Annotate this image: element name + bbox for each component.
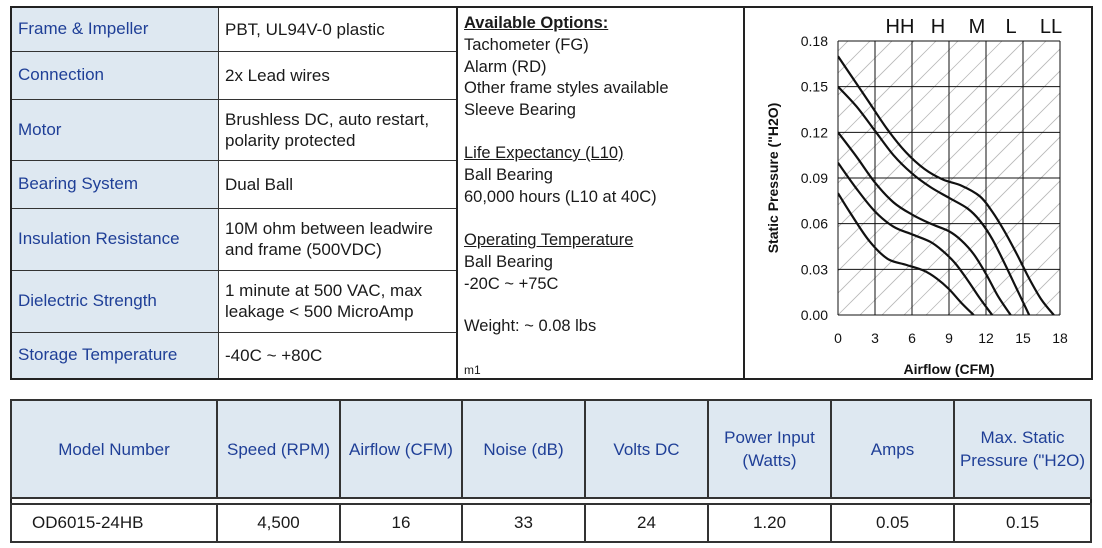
series-line bbox=[838, 192, 975, 315]
life-expectancy-heading: Life Expectancy (L10) bbox=[464, 144, 624, 162]
temp-item: -20C ~ +75C bbox=[464, 275, 559, 293]
option-item: Tachometer (FG) bbox=[464, 36, 589, 54]
x-axis-label: Airflow (CFM) bbox=[904, 361, 995, 377]
x-tick-label: 6 bbox=[908, 330, 916, 346]
header-max-static-pressure: Max. Static Pressure ("H2O) bbox=[953, 399, 1092, 499]
table-row: OD6015-24HB 4,500 16 33 24 1.20 0.05 0.1… bbox=[10, 503, 1092, 543]
spec-value: Brushless DC, auto restart, polarity pro… bbox=[218, 98, 458, 161]
y-tick-label: 0.09 bbox=[801, 170, 828, 186]
pressure-airflow-chart: 0.000.030.060.090.120.150.18 0 3 6 9 12 15 18 … bbox=[765, 16, 1091, 377]
available-options-heading: Available Options: bbox=[464, 14, 609, 32]
cell-noise: 33 bbox=[461, 503, 586, 543]
spec-value-line: polarity protected bbox=[225, 130, 356, 150]
series-line bbox=[838, 85, 1031, 315]
spec-label: Frame & Impeller bbox=[10, 6, 219, 52]
weight-text: Weight: ~ 0.08 lbs bbox=[464, 317, 597, 335]
spec-value: 2x Lead wires bbox=[218, 50, 458, 100]
y-axis-ticks: 0.00 0.03 0.06 0.09 0.12 0.15 0.18 bbox=[801, 33, 828, 323]
x-tick-label: 3 bbox=[871, 330, 879, 346]
speed-label: LL bbox=[1040, 16, 1062, 38]
cell-volts: 24 bbox=[584, 503, 709, 543]
spec-label: Connection bbox=[10, 50, 219, 100]
series-line bbox=[838, 131, 1012, 315]
header-amps: Amps bbox=[830, 399, 955, 499]
cell-power: 1.20 bbox=[707, 503, 832, 543]
y-axis-label: Static Pressure ("H2O) bbox=[765, 103, 781, 254]
header-speed: Speed (RPM) bbox=[216, 399, 341, 499]
x-tick-label: 9 bbox=[945, 330, 953, 346]
spec-value-line: Brushless DC, auto restart, bbox=[225, 109, 430, 129]
speed-label: H bbox=[931, 16, 945, 38]
spec-row: Connection 2x Lead wires bbox=[10, 50, 458, 100]
option-item: Sleeve Bearing bbox=[464, 101, 576, 119]
spec-value: 10M ohm between leadwire and frame (500V… bbox=[218, 207, 458, 271]
y-tick-label: 0.18 bbox=[801, 33, 828, 49]
series-line bbox=[838, 162, 994, 315]
cell-amps: 0.05 bbox=[830, 503, 955, 543]
cell-max-static-pressure: 0.15 bbox=[953, 503, 1092, 543]
header-noise: Noise (dB) bbox=[461, 399, 586, 499]
x-tick-label: 15 bbox=[1015, 330, 1031, 346]
hatch-line bbox=[1080, 41, 1091, 315]
x-axis-ticks: 0 3 6 9 12 15 18 bbox=[834, 330, 1068, 346]
spec-row: Motor Brushless DC, auto restart, polari… bbox=[10, 98, 458, 161]
speed-label: L bbox=[1005, 16, 1016, 38]
life-item: Ball Bearing bbox=[464, 166, 553, 184]
spec-row: Dielectric Strength 1 minute at 500 VAC,… bbox=[10, 269, 458, 333]
spec-value-line: and frame (500VDC) bbox=[225, 240, 382, 259]
x-tick-label: 18 bbox=[1052, 330, 1068, 346]
cell-model-number: OD6015-24HB bbox=[10, 503, 218, 543]
header-power: Power Input (Watts) bbox=[707, 399, 832, 499]
spec-value-line: 10M ohm between leadwire bbox=[225, 219, 433, 238]
spec-value-line: 1 minute at 500 VAC, max bbox=[225, 281, 423, 300]
x-tick-label: 0 bbox=[834, 330, 842, 346]
y-tick-label: 0.06 bbox=[801, 216, 828, 232]
spec-value: 1 minute at 500 VAC, max leakage < 500 M… bbox=[218, 269, 458, 333]
spec-row: Storage Temperature -40C ~ +80C bbox=[10, 331, 458, 380]
spec-label: Motor bbox=[10, 98, 219, 161]
spec-label: Storage Temperature bbox=[10, 331, 219, 380]
x-tick-label: 12 bbox=[978, 330, 994, 346]
code-text: m1 bbox=[464, 363, 481, 377]
speed-labels: HH H M L LL bbox=[886, 16, 1063, 38]
y-tick-label: 0.03 bbox=[801, 261, 828, 277]
spec-value: Dual Ball bbox=[218, 159, 458, 209]
operating-temperature-heading: Operating Temperature bbox=[464, 231, 634, 249]
spec-label: Insulation Resistance bbox=[10, 207, 219, 271]
option-item: Alarm (RD) bbox=[464, 58, 547, 76]
header-model-number: Model Number bbox=[10, 399, 218, 499]
temp-item: Ball Bearing bbox=[464, 253, 553, 271]
spec-value: PBT, UL94V-0 plastic bbox=[218, 6, 458, 52]
header-airflow: Airflow (CFM) bbox=[339, 399, 463, 499]
y-tick-label: 0.12 bbox=[801, 124, 828, 140]
spec-row: Frame & Impeller PBT, UL94V-0 plastic bbox=[10, 6, 458, 52]
hatch-line bbox=[838, 41, 849, 52]
spacer-cell bbox=[11, 497, 1091, 505]
spec-value: -40C ~ +80C bbox=[218, 331, 458, 380]
series-lines bbox=[838, 55, 1055, 315]
chart-panel: 0.00 0.03 0.06 0.09 0.12 0.15 0.18 0 3 6 9 12 15 18 … bbox=[743, 6, 1093, 380]
spec-table: Frame & Impeller PBT, UL94V-0 plastic Co… bbox=[10, 6, 458, 380]
header-volts: Volts DC bbox=[584, 399, 709, 499]
options-panel: Available Options: Tachometer (FG) Alarm… bbox=[458, 6, 743, 380]
hatch-line bbox=[1057, 312, 1060, 315]
y-tick-label: 0.15 bbox=[801, 79, 828, 95]
spec-label: Bearing System bbox=[10, 159, 219, 209]
life-item: 60,000 hours (L10 at 40C) bbox=[464, 188, 657, 206]
speed-label: HH bbox=[886, 16, 915, 38]
spacer-row bbox=[11, 497, 1091, 505]
model-table: Model Number Speed (RPM) Airflow (CFM) N… bbox=[10, 399, 1092, 543]
spec-row: Insulation Resistance 10M ohm between le… bbox=[10, 207, 458, 271]
spec-row: Bearing System Dual Ball bbox=[10, 159, 458, 209]
option-item: Other frame styles available bbox=[464, 79, 669, 97]
speed-label: M bbox=[969, 16, 986, 38]
cell-airflow: 16 bbox=[339, 503, 463, 543]
series-line bbox=[838, 55, 1055, 315]
y-tick-label: 0.00 bbox=[801, 307, 828, 323]
cell-speed: 4,500 bbox=[216, 503, 341, 543]
spec-label: Dielectric Strength bbox=[10, 269, 219, 333]
model-header-row: Model Number Speed (RPM) Airflow (CFM) N… bbox=[10, 399, 1092, 499]
spec-value-line: leakage < 500 MicroAmp bbox=[225, 302, 414, 321]
